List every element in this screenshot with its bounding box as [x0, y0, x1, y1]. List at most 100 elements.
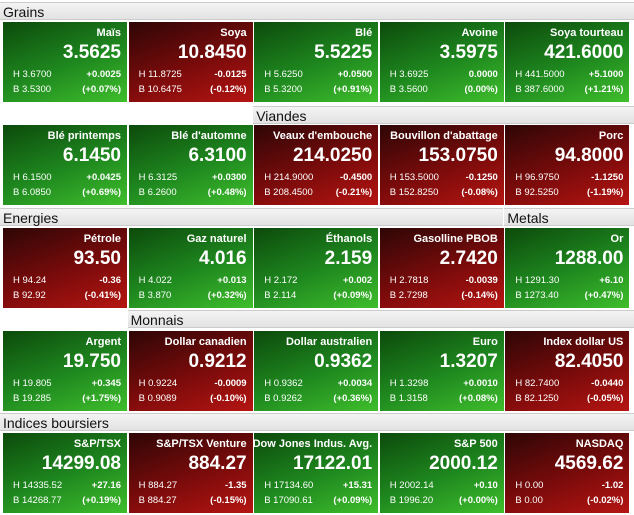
- quote-high: H 1291.30: [515, 275, 560, 286]
- quote-name: S&P/TSX Venture: [156, 438, 247, 450]
- quote-high: H 96.9750: [515, 172, 560, 183]
- quote-name: Soya tourteau: [550, 27, 624, 39]
- quote-tile: Dollar australien 0.9362 H 0.9362 +0.0034 B …: [254, 331, 379, 411]
- quote-change: -0.0009: [214, 378, 247, 389]
- quote-name: Éthanols: [325, 233, 373, 245]
- quote-tile: Soya 10.8450 H 11.8725 -0.0125 B 10.6475 (-0.…: [128, 22, 253, 102]
- quote-name: Blé d'automne: [171, 130, 247, 142]
- quote-low: B 14268.77: [13, 495, 62, 506]
- quote-high: H 11.8725: [138, 69, 182, 80]
- quote-tile: Dow Jones Indus. Avg. 17122.01 H 17134.60 +…: [252, 433, 379, 513]
- quote-low: B 82.1250: [515, 393, 559, 404]
- quote-percent: (-0.15%): [210, 495, 247, 506]
- quote-name: Euro: [472, 336, 498, 348]
- quote-name: Pétrole: [83, 233, 121, 245]
- quote-low: B 2.7298: [389, 290, 428, 301]
- quote-change: -1.02: [601, 480, 624, 491]
- quote-percent: (-0.10%): [210, 393, 247, 404]
- quote-high: H 0.9224: [138, 378, 178, 389]
- quote-price: 421.6000: [544, 42, 624, 63]
- quote-tile: Porc 94.8000 H 96.9750 -1.1250 B 92.5250 (-1.…: [505, 125, 630, 205]
- quote-high: H 6.3125: [138, 172, 178, 183]
- quote-percent: (+0.00%): [458, 495, 498, 506]
- quote-price: 2.7420: [439, 248, 498, 269]
- quote-low: B 3.5600: [389, 84, 428, 95]
- quote-tile: Argent 19.750 H 19.805 +0.345 B 19.285 (+1.75…: [3, 331, 127, 411]
- quote-tile: Veaux d'embouche 214.0250 H 214.9000 -0.450…: [254, 125, 379, 205]
- quote-change: +0.0010: [463, 378, 498, 389]
- quote-price: 6.1450: [62, 145, 121, 166]
- quote-price: 6.3100: [188, 145, 247, 166]
- quote-price: 2000.12: [429, 453, 498, 474]
- quote-change: +0.10: [473, 480, 498, 491]
- quote-percent: (+0.32%): [207, 290, 247, 301]
- quote-price: 19.750: [62, 351, 121, 372]
- quote-change: +0.0034: [337, 378, 373, 389]
- quote-price: 4.016: [199, 248, 247, 269]
- quote-name: Argent: [85, 336, 121, 348]
- quote-tile: Or 1288.00 H 1291.30 +6.10 B 1273.40 (+0.47%): [505, 228, 630, 308]
- quote-name: Bouvillon d'abattage: [390, 130, 498, 142]
- quote-change: -0.0039: [465, 275, 498, 286]
- quote-tile: Pétrole 93.50 H 94.24 -0.36 B 92.92 (-0.41%): [3, 228, 127, 308]
- quote-change: -0.1250: [465, 172, 498, 183]
- quote-high: H 2.7818: [389, 275, 429, 286]
- quote-high: H 153.5000: [389, 172, 439, 183]
- quote-tile: Dollar canadien 0.9212 H 0.9224 -0.0009 B 0.…: [128, 331, 253, 411]
- quote-price: 4569.62: [554, 453, 624, 474]
- quote-name: Blé printemps: [47, 130, 121, 142]
- quote-tile: Bouvillon d'abattage 153.0750 H 153.5000 -0…: [379, 125, 504, 205]
- quote-percent: (-1.19%): [586, 187, 624, 198]
- quote-name: Or: [610, 233, 624, 245]
- quote-tile: Gaz naturel 4.016 H 4.022 +0.013 B 3.870 (+0.…: [128, 228, 253, 308]
- quote-high: H 17134.60: [264, 480, 314, 491]
- section-header: Energies: [0, 208, 504, 226]
- quote-change: +6.10: [599, 275, 624, 286]
- quote-name: Blé: [355, 27, 373, 39]
- quote-low: B 92.5250: [515, 187, 559, 198]
- quote-name: Dow Jones Indus. Avg.: [252, 438, 373, 450]
- quote-name: Dollar australien: [285, 336, 373, 348]
- quote-low: B 3.870: [138, 290, 172, 301]
- quote-change: +0.0425: [86, 172, 121, 183]
- quote-change: -1.35: [224, 480, 247, 491]
- quote-name: S&P/TSX: [73, 438, 121, 450]
- quote-name: Gaz naturel: [186, 233, 247, 245]
- quote-price: 94.8000: [554, 145, 624, 166]
- quote-tile: S&P/TSX Venture 884.27 H 884.27 -1.35 B 884.…: [128, 433, 253, 513]
- quote-change: -0.4500: [339, 172, 373, 183]
- quote-percent: (-0.05%): [586, 393, 624, 404]
- quote-name: Gasolline PBOB: [413, 233, 498, 245]
- quote-low: B 208.4500: [264, 187, 313, 198]
- quote-low: B 5.3200: [264, 84, 303, 95]
- quote-percent: (+0.19%): [82, 495, 121, 506]
- quote-name: NASDAQ: [575, 438, 624, 450]
- quote-percent: (+0.09%): [333, 290, 373, 301]
- quote-change: 0.0000: [468, 69, 498, 80]
- quote-low: B 10.6475: [138, 84, 182, 95]
- quote-high: H 2002.14: [389, 480, 434, 491]
- quote-name: Maïs: [96, 27, 121, 39]
- quote-high: H 214.9000: [264, 172, 314, 183]
- quote-high: H 0.00: [515, 480, 544, 491]
- quote-price: 3.5975: [439, 42, 498, 63]
- quote-percent: (+0.47%): [584, 290, 624, 301]
- quote-price: 153.0750: [418, 145, 498, 166]
- quote-price: 3.5625: [62, 42, 121, 63]
- quote-tile: Euro 1.3207 H 1.3298 +0.0010 B 1.3158 (+0.08%…: [379, 331, 504, 411]
- quote-name: Dollar canadien: [164, 336, 247, 348]
- quote-price: 82.4050: [554, 351, 624, 372]
- quote-change: -0.36: [99, 275, 121, 286]
- quote-tile: S&P/TSX 14299.08 H 14335.52 +27.16 B 14268.7…: [3, 433, 127, 513]
- quote-change: +0.345: [91, 378, 121, 389]
- quote-tile: Éthanols 2.159 H 2.172 +0.002 B 2.114 (+0.09%…: [254, 228, 379, 308]
- quote-tile: Blé d'automne 6.3100 H 6.3125 +0.0300 B 6.26…: [128, 125, 253, 205]
- quote-price: 14299.08: [41, 453, 121, 474]
- quote-change: +5.1000: [588, 69, 624, 80]
- section-header: Monnais: [127, 310, 634, 328]
- quote-low: B 0.9262: [264, 393, 303, 404]
- section-header: Metals: [504, 208, 634, 226]
- quote-low: B 1996.20: [389, 495, 434, 506]
- quote-name: S&P 500: [453, 438, 498, 450]
